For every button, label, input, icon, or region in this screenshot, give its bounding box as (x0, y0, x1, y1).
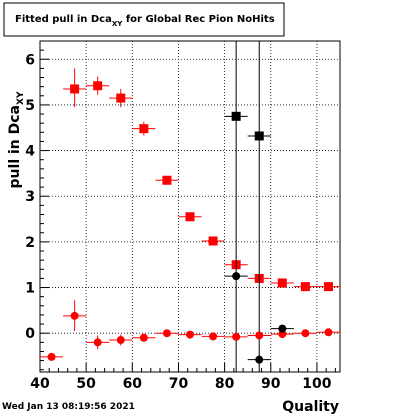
circle-marker (278, 324, 287, 333)
x-tick-label: 90 (261, 376, 281, 392)
title-rest: for Global Rec Pion NoHits (122, 14, 274, 25)
black-circle-point (270, 324, 294, 333)
red-circle-point (224, 332, 248, 341)
date-stamp: Wed Jan 13 08:19:56 2021 (2, 402, 135, 412)
red-square-point (132, 121, 156, 136)
x-tick-label: 50 (76, 376, 96, 392)
title-main: Fitted pull in Dca (15, 14, 112, 25)
data-marks (40, 41, 340, 372)
y-axis-label-main: pull in Dca (7, 105, 23, 188)
tick-marks (39, 40, 336, 372)
title-subscript: XY (112, 20, 123, 28)
x-tick-labels: 40 50 60 70 80 90 100 (30, 376, 332, 392)
red-square-point (109, 88, 133, 108)
square-marker (208, 236, 218, 246)
red-square-point (270, 278, 294, 288)
red-circle-point (86, 335, 110, 350)
black-circle-point (224, 272, 248, 281)
circle-marker (139, 333, 148, 342)
grid (40, 41, 340, 372)
circle-marker (93, 338, 102, 347)
square-marker (231, 111, 241, 121)
circle-marker (186, 330, 194, 339)
chart-title: Fitted pull in DcaXY for Global Rec Pion… (15, 14, 275, 28)
circle-marker (162, 329, 171, 338)
black-circle-point (247, 355, 271, 364)
x-tick-label: 100 (302, 376, 331, 392)
black-square-point (224, 41, 248, 372)
circle-marker (255, 331, 264, 340)
square-marker (300, 282, 310, 292)
red-circle-point (132, 333, 156, 342)
circle-marker (116, 336, 125, 345)
y-tick-label: 4 (25, 144, 35, 160)
red-square-point (178, 212, 202, 222)
circle-marker (255, 355, 264, 364)
red-circle-point (201, 332, 225, 341)
y-tick-labels: 0 1 2 3 4 5 6 (25, 52, 35, 342)
circle-marker (47, 352, 56, 361)
square-marker (162, 175, 172, 185)
square-marker (70, 84, 80, 94)
x-axis-label: Quality (282, 399, 339, 414)
red-square-point (155, 175, 179, 185)
x-tick-label: 70 (169, 376, 189, 392)
circle-marker (324, 328, 333, 337)
square-marker (185, 212, 195, 222)
square-marker (93, 81, 103, 91)
black-square-point (247, 41, 271, 372)
red-circle-point (247, 331, 271, 340)
red-square-point (316, 282, 340, 292)
circle-marker (70, 311, 79, 320)
square-marker (277, 278, 287, 288)
red-circle-point (316, 328, 340, 337)
title-box (3, 2, 285, 37)
square-marker (116, 93, 126, 103)
x-tick-label: 80 (215, 376, 235, 392)
red-square-point (201, 236, 225, 246)
red-circle-point (40, 352, 64, 361)
red-circle-point (63, 300, 87, 331)
red-circle-point (178, 330, 202, 339)
plot-frame (39, 40, 341, 373)
y-tick-label: 3 (25, 189, 35, 205)
y-tick-label: 1 (25, 281, 35, 297)
red-square-point (293, 282, 317, 292)
red-square-point (86, 76, 110, 95)
y-tick-label: 5 (25, 98, 35, 114)
red-circle-point (293, 329, 317, 338)
y-axis-label: pull in DcaXY (7, 91, 26, 188)
square-marker (323, 282, 333, 292)
y-axis-label-subscript: XY (16, 91, 26, 105)
square-marker (139, 124, 149, 134)
circle-marker (232, 272, 241, 281)
x-tick-label: 40 (30, 376, 50, 392)
red-circle-point (270, 330, 294, 339)
red-square-point (63, 68, 87, 108)
y-tick-label: 6 (25, 52, 35, 68)
red-circle-point (109, 334, 133, 346)
square-marker (254, 131, 264, 141)
circle-marker (209, 332, 218, 341)
y-tick-label: 0 (25, 326, 35, 342)
x-tick-label: 60 (123, 376, 143, 392)
circle-marker (278, 330, 287, 339)
y-tick-label: 2 (25, 235, 35, 251)
red-circle-point (155, 329, 179, 338)
circle-marker (232, 332, 241, 341)
circle-marker (301, 329, 310, 338)
